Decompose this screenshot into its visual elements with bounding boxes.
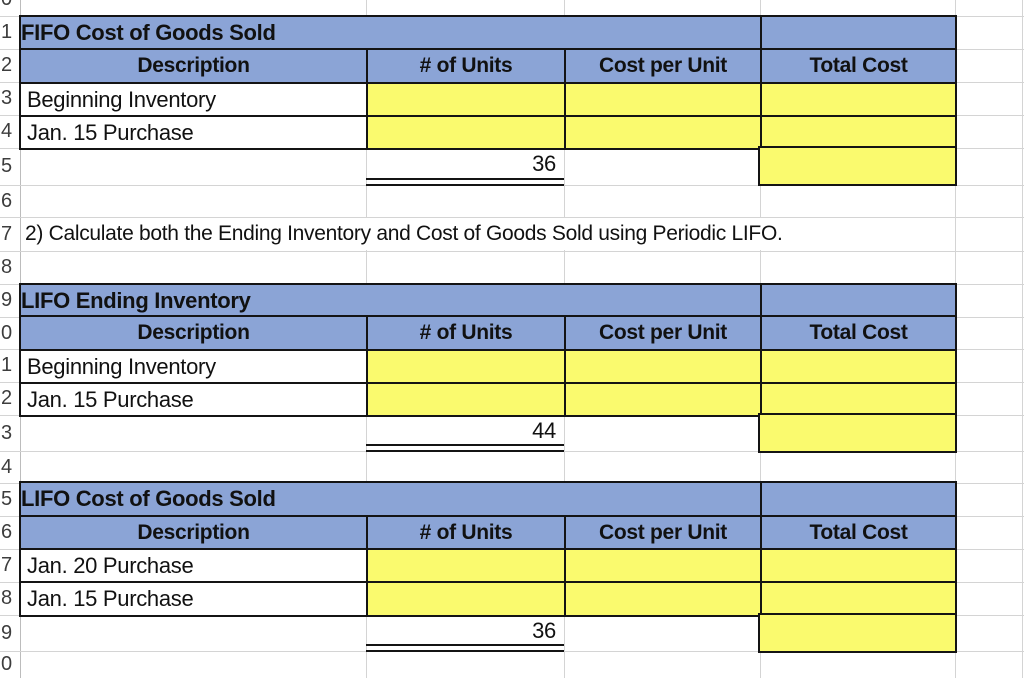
header-cell-total-cost[interactable]: Total Cost bbox=[760, 315, 957, 351]
lifo-ei-total-units-cell[interactable]: 44 bbox=[532, 418, 556, 443]
row-header-34[interactable]: 4 bbox=[1, 456, 13, 478]
row-header-27[interactable]: 7 bbox=[1, 223, 13, 245]
total-cost-input-cell[interactable] bbox=[760, 82, 957, 117]
cost-per-unit-input-cell[interactable] bbox=[564, 548, 762, 584]
fifo-cogs-data-row: Jan. 15 Purchase bbox=[19, 115, 957, 150]
header-cell-cost-per-unit[interactable]: Cost per Unit bbox=[564, 315, 762, 351]
cost-per-unit-input-cell[interactable] bbox=[564, 349, 762, 384]
row-header-24[interactable]: 4 bbox=[1, 120, 13, 142]
fifo-cogs-total-cost-cell[interactable] bbox=[758, 146, 957, 186]
header-cell-cost-per-unit[interactable]: Cost per Unit bbox=[564, 515, 762, 551]
description-cell[interactable]: Jan. 15 Purchase bbox=[19, 115, 368, 150]
row-header-22[interactable]: 2 bbox=[1, 54, 13, 76]
lifo-ei-header-row: Description # of Units Cost per Unit Tot… bbox=[19, 315, 957, 351]
header-cell-description[interactable]: Description bbox=[19, 48, 368, 84]
lifo-ei-data-row: Jan. 15 Purchase bbox=[19, 382, 957, 417]
lifo-ending-inventory-title-row[interactable]: LIFO Ending Inventory bbox=[19, 283, 957, 318]
instruction-text-cell[interactable]: 2) Calculate both the Ending Inventory a… bbox=[25, 222, 783, 245]
row-gridline bbox=[0, 251, 1024, 252]
lifo-cogs-data-row: Jan. 20 Purchase bbox=[19, 548, 957, 584]
row-header-29[interactable]: 9 bbox=[1, 289, 13, 311]
instruction-cell-background bbox=[21, 218, 955, 250]
units-input-cell[interactable] bbox=[366, 581, 566, 617]
total-cost-input-cell[interactable] bbox=[760, 115, 957, 150]
fifo-cogs-total-units-cell[interactable]: 36 bbox=[532, 151, 556, 176]
row-gridline bbox=[0, 217, 1024, 218]
total-double-underline bbox=[366, 644, 564, 652]
row-header-21[interactable]: 1 bbox=[1, 21, 13, 43]
lifo-cogs-header-row: Description # of Units Cost per Unit Tot… bbox=[19, 515, 957, 551]
lifo-cogs-title-row[interactable]: LIFO Cost of Goods Sold bbox=[19, 481, 957, 518]
total-cost-input-cell[interactable] bbox=[760, 382, 957, 417]
total-cost-input-cell[interactable] bbox=[760, 349, 957, 384]
lifo-ei-data-row: Beginning Inventory bbox=[19, 349, 957, 384]
description-cell[interactable]: Jan. 15 Purchase bbox=[19, 581, 368, 617]
row-header-23[interactable]: 3 bbox=[1, 87, 13, 109]
description-cell[interactable]: Jan. 20 Purchase bbox=[19, 548, 368, 584]
lifo-ei-total-cost-cell[interactable] bbox=[758, 413, 957, 453]
cost-per-unit-input-cell[interactable] bbox=[564, 115, 762, 150]
header-cell-cost-per-unit[interactable]: Cost per Unit bbox=[564, 48, 762, 84]
fifo-cogs-title-row[interactable]: FIFO Cost of Goods Sold bbox=[19, 15, 957, 50]
description-cell[interactable]: Beginning Inventory bbox=[19, 349, 368, 384]
row-header-38[interactable]: 8 bbox=[1, 587, 13, 609]
row-header-26[interactable]: 6 bbox=[1, 190, 13, 212]
description-cell[interactable]: Jan. 15 Purchase bbox=[19, 382, 368, 417]
units-input-cell[interactable] bbox=[366, 548, 566, 584]
header-cell-units[interactable]: # of Units bbox=[366, 315, 566, 351]
units-input-cell[interactable] bbox=[366, 382, 566, 417]
row-header-20[interactable]: 0 bbox=[1, 0, 17, 16]
cost-per-unit-input-cell[interactable] bbox=[564, 581, 762, 617]
header-cell-units[interactable]: # of Units bbox=[366, 515, 566, 551]
units-input-cell[interactable] bbox=[366, 82, 566, 117]
title-divider-line bbox=[760, 483, 762, 516]
title-divider-line bbox=[760, 285, 762, 316]
title-divider-line bbox=[760, 17, 762, 48]
row-header-35[interactable]: 5 bbox=[1, 488, 13, 510]
total-double-underline bbox=[366, 178, 564, 186]
row-header-33[interactable]: 3 bbox=[1, 422, 13, 444]
row-header-25[interactable]: 5 bbox=[1, 155, 13, 177]
lifo-cogs-data-row: Jan. 15 Purchase bbox=[19, 581, 957, 617]
column-gridline bbox=[1022, 0, 1023, 678]
row-header-32[interactable]: 2 bbox=[1, 387, 13, 409]
total-cost-input-cell[interactable] bbox=[760, 548, 957, 584]
total-cost-input-cell[interactable] bbox=[760, 581, 957, 617]
header-cell-total-cost[interactable]: Total Cost bbox=[760, 48, 957, 84]
fifo-cogs-title: FIFO Cost of Goods Sold bbox=[21, 20, 276, 45]
header-cell-description[interactable]: Description bbox=[19, 315, 368, 351]
lifo-cogs-total-units-cell[interactable]: 36 bbox=[532, 618, 556, 643]
fifo-cogs-header-row: Description # of Units Cost per Unit Tot… bbox=[19, 48, 957, 84]
row-header-36[interactable]: 6 bbox=[1, 521, 13, 543]
description-cell[interactable]: Beginning Inventory bbox=[19, 82, 368, 117]
fifo-cogs-data-row: Beginning Inventory bbox=[19, 82, 957, 117]
lifo-cogs-title: LIFO Cost of Goods Sold bbox=[21, 486, 276, 511]
total-double-underline bbox=[366, 444, 564, 452]
lifo-ending-inventory-title: LIFO Ending Inventory bbox=[21, 288, 251, 313]
header-cell-total-cost[interactable]: Total Cost bbox=[760, 515, 957, 551]
row-header-30[interactable]: 0 bbox=[1, 322, 13, 344]
row-header-39[interactable]: 9 bbox=[1, 622, 13, 644]
row-header-37[interactable]: 7 bbox=[1, 554, 13, 576]
row-header-40[interactable]: 0 bbox=[1, 653, 13, 675]
row-header-28[interactable]: 8 bbox=[1, 256, 13, 278]
cost-per-unit-input-cell[interactable] bbox=[564, 382, 762, 417]
header-cell-units[interactable]: # of Units bbox=[366, 48, 566, 84]
row-header-31[interactable]: 1 bbox=[1, 354, 13, 376]
cost-per-unit-input-cell[interactable] bbox=[564, 82, 762, 117]
units-input-cell[interactable] bbox=[366, 349, 566, 384]
units-input-cell[interactable] bbox=[366, 115, 566, 150]
header-cell-description[interactable]: Description bbox=[19, 515, 368, 551]
lifo-cogs-total-cost-cell[interactable] bbox=[758, 613, 957, 653]
